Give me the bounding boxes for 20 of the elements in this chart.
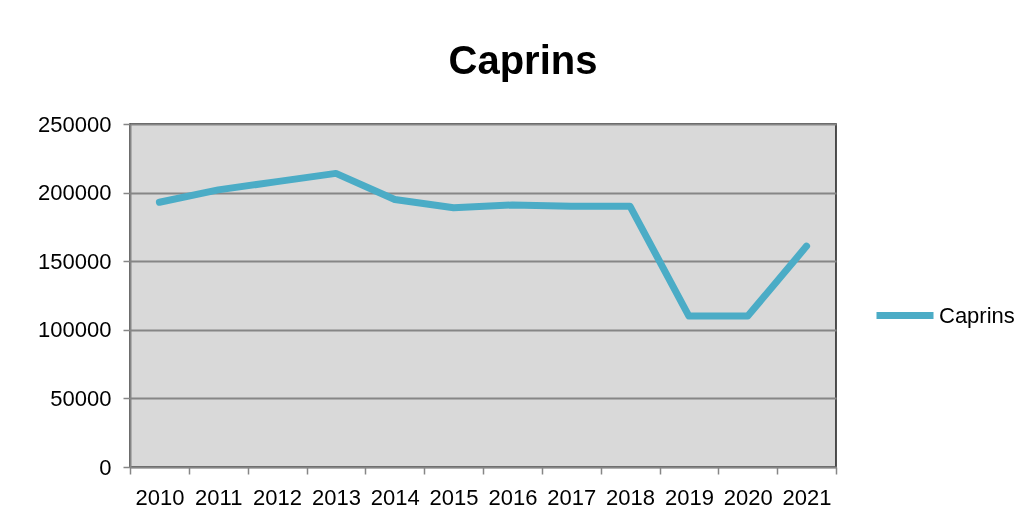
x-tick-label: 2012 <box>253 484 303 510</box>
x-tick-label: 2019 <box>664 484 714 510</box>
x-tick-label: 2015 <box>429 484 479 510</box>
y-tick-label: 0 <box>99 454 112 480</box>
x-tick-label: 2017 <box>547 484 597 510</box>
y-tick-label: 200000 <box>38 180 112 206</box>
y-tick-label: 250000 <box>38 111 112 137</box>
y-tick-label: 50000 <box>50 385 112 411</box>
x-tick-label: 2013 <box>311 484 361 510</box>
legend-label: Caprins <box>939 302 1015 328</box>
x-tick-label: 2010 <box>135 484 185 510</box>
x-tick-label: 2016 <box>488 484 538 510</box>
x-tick-label: 2014 <box>370 484 420 510</box>
y-tick-label: 150000 <box>38 248 112 274</box>
y-tick-label: 100000 <box>38 317 112 343</box>
x-tick-label: 2021 <box>782 484 832 510</box>
x-tick-label: 2018 <box>606 484 656 510</box>
x-tick-label: 2020 <box>723 484 773 510</box>
chart-title: Caprins <box>448 38 598 82</box>
x-tick-label: 2011 <box>195 484 243 510</box>
